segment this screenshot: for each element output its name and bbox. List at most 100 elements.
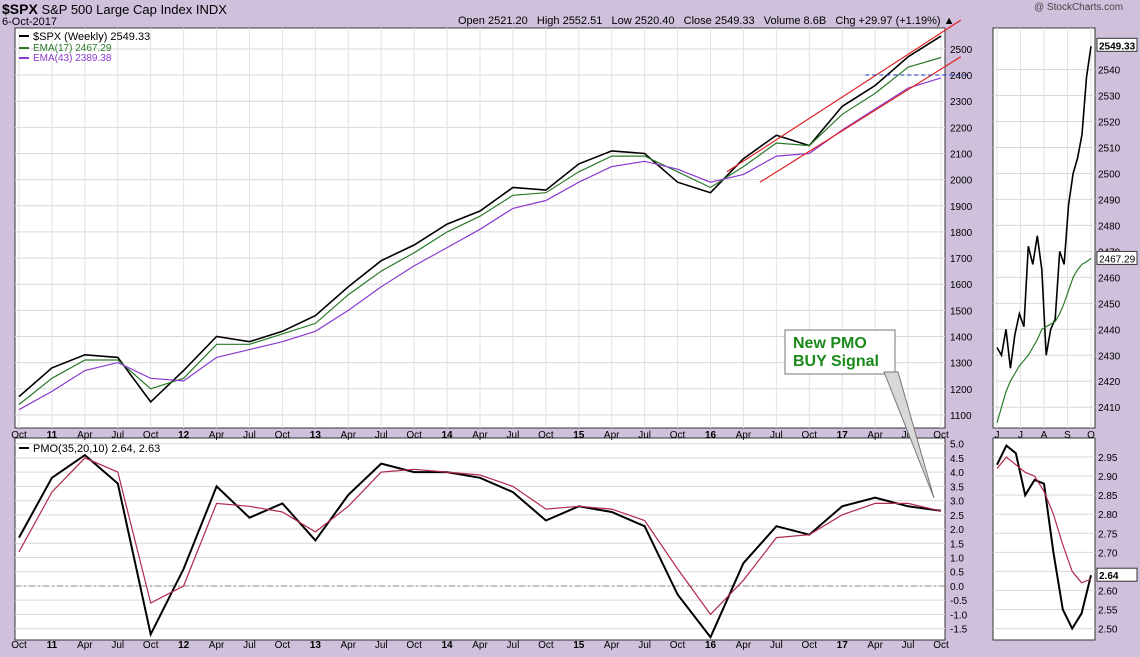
x-tick-label: Oct [11, 640, 27, 651]
y-tick-label: 3.0 [950, 497, 964, 508]
x-tick-label: Jul [243, 430, 256, 441]
x-tick-label: Apr [77, 430, 93, 441]
x-tick-label: Apr [341, 430, 357, 441]
y-tick-label: 4.0 [950, 468, 964, 479]
y-tick-label: 2500 [950, 45, 973, 56]
series-line-pmo [996, 444, 1092, 631]
annotation-line1: New PMO [793, 335, 867, 352]
x-tick-label: Apr [867, 430, 883, 441]
y-tick-label: 1.5 [950, 539, 964, 550]
x-tick-label: Apr [736, 430, 752, 441]
x-tick-label: Jul [243, 640, 256, 651]
y-tick-label: 2490 [1098, 195, 1121, 206]
x-tick-label: Oct [275, 430, 291, 441]
x-tick-label: J [1018, 430, 1023, 441]
x-tick-label: Apr [341, 640, 357, 651]
y-tick-label: 1800 [950, 228, 973, 239]
x-tick-label: Oct [406, 430, 422, 441]
x-tick-label: 12 [178, 430, 190, 441]
x-tick-label: J [995, 430, 1000, 441]
x-tick-label: 14 [442, 430, 454, 441]
x-tick-label: Apr [209, 640, 225, 651]
x-tick-label: 15 [573, 430, 585, 441]
series-line-signal [18, 457, 942, 616]
x-tick-label: Jul [902, 430, 915, 441]
x-tick-label: O [1087, 430, 1095, 441]
y-tick-label: 2420 [1098, 377, 1121, 388]
x-tick-label: Apr [604, 640, 620, 651]
y-tick-label: 2400 [950, 71, 973, 82]
x-tick-label: Jul [902, 640, 915, 651]
exchange: INDX [195, 2, 227, 17]
y-tick-label: 2510 [1098, 143, 1121, 154]
y-tick-label: 2.85 [1098, 491, 1118, 502]
x-tick-label: Oct [11, 430, 27, 441]
x-tick-label: 16 [705, 430, 717, 441]
legend-price: $SPX (Weekly) 2549.33 [33, 31, 150, 43]
y-tick-label: 2100 [950, 149, 973, 160]
x-tick-label: 11 [47, 430, 58, 441]
y-tick-label: 2500 [1098, 169, 1121, 180]
annotation-line2: BUY Signal [793, 353, 879, 370]
x-tick-label: Oct [933, 640, 949, 651]
channel-lower-line [759, 56, 962, 183]
y-tick-label: 2480 [1098, 221, 1121, 232]
series-line-signal [996, 456, 1092, 584]
series-line-ema-43- [18, 77, 942, 411]
x-tick-label: Oct [143, 640, 159, 651]
y-tick-label: 2.5 [950, 511, 964, 522]
y-tick-label: 2.60 [1098, 586, 1118, 597]
x-tick-label: Apr [472, 430, 488, 441]
last-value-box [1096, 250, 1138, 265]
y-tick-label: 2.75 [1098, 529, 1118, 540]
x-tick-label: Jul [770, 640, 783, 651]
x-tick-label: 15 [573, 640, 585, 651]
x-tick-label: Oct [275, 640, 291, 651]
x-tick-label: 17 [837, 430, 849, 441]
y-tick-label: 0.5 [950, 568, 964, 579]
legend-ema43: EMA(43) 2389.38 [33, 53, 112, 64]
x-tick-label: S [1064, 430, 1071, 441]
y-tick-label: 2440 [1098, 325, 1121, 336]
x-tick-label: Jul [375, 640, 388, 651]
y-tick-label: 2450 [1098, 299, 1121, 310]
x-tick-label: Apr [209, 430, 225, 441]
x-tick-label: Oct [670, 640, 686, 651]
y-tick-label: 2.95 [1098, 453, 1118, 464]
y-tick-label: -1.0 [950, 610, 968, 621]
x-tick-label: Apr [472, 640, 488, 651]
y-tick-label: 3.5 [950, 482, 964, 493]
y-tick-label: 2.80 [1098, 510, 1118, 521]
y-tick-label: 2.70 [1098, 548, 1118, 559]
index-name: S&P 500 Large Cap Index [41, 2, 193, 17]
y-tick-label: 2300 [950, 97, 973, 108]
y-tick-label: 0.0 [950, 582, 964, 593]
last-value-label: 2.64 [1099, 571, 1119, 582]
y-tick-label: 1.0 [950, 553, 964, 564]
y-tick-label: 1200 [950, 385, 973, 396]
x-tick-label: 16 [705, 640, 717, 651]
x-tick-label: Oct [143, 430, 159, 441]
series-line-ema-17- [18, 56, 942, 405]
chart-date: 6-Oct-2017 [2, 16, 58, 28]
y-tick-label: 2520 [1098, 118, 1121, 129]
last-value-label: 2467.29 [1099, 254, 1136, 265]
y-tick-label: 2540 [1098, 66, 1121, 77]
x-tick-label: A [1041, 430, 1048, 441]
series-line--spx-daily- [996, 46, 1092, 369]
y-tick-label: 1500 [950, 306, 973, 317]
last-value-label: 2549.33 [1099, 41, 1136, 52]
x-tick-label: Jul [111, 640, 124, 651]
x-tick-label: Apr [77, 640, 93, 651]
y-tick-label: 2.55 [1098, 606, 1118, 617]
x-tick-label: Oct [406, 640, 422, 651]
detail-pmo-panel [992, 437, 1096, 641]
annotation-pointer [883, 371, 935, 499]
y-tick-label: 1900 [950, 202, 973, 213]
legend-pmo: PMO(35,20,10) 2.64, 2.63 [33, 443, 160, 455]
y-tick-label: 1700 [950, 254, 973, 265]
y-tick-label: -1.5 [950, 625, 968, 636]
x-tick-label: Apr [736, 640, 752, 651]
legend-ema17: EMA(17) 2467.29 [33, 43, 112, 54]
x-tick-label: Oct [538, 640, 554, 651]
